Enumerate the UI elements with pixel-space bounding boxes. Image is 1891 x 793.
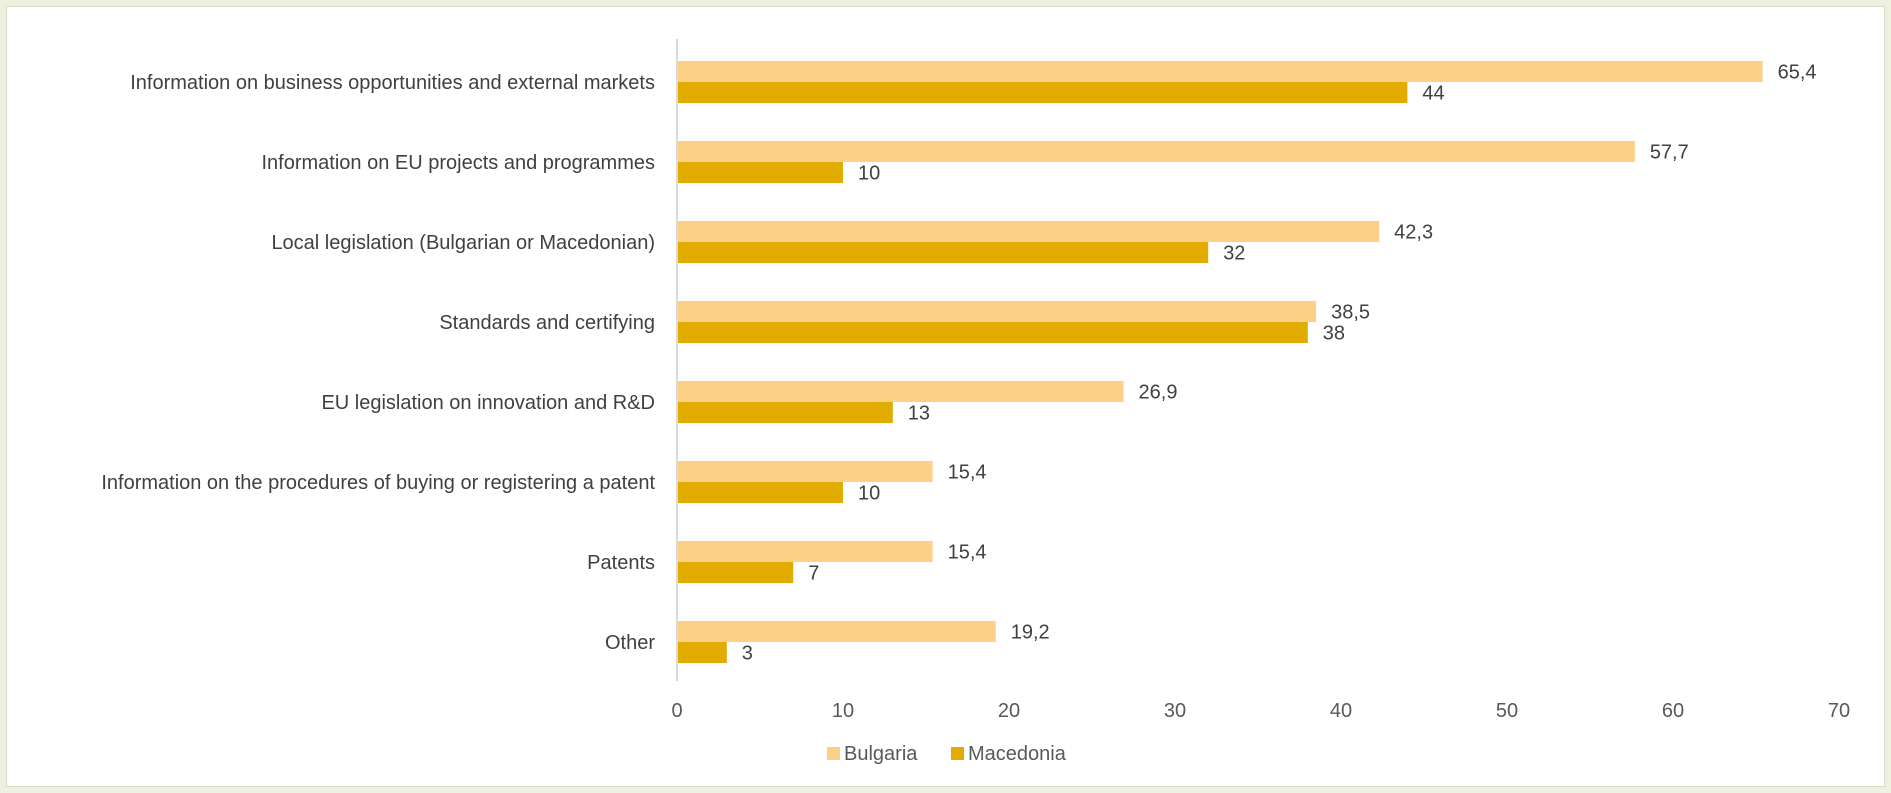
category-labels: Information on business opportunities an…: [101, 72, 655, 654]
bar-macedonia-0: [677, 82, 1408, 103]
x-tick-label-4: 40: [1330, 700, 1352, 722]
data-labels: 65,4 44 57,7 10 42,3 32 38,538 26,9 13 15,4 10 15,4…: [742, 62, 1817, 665]
legend-swatch-bulgaria: [827, 747, 840, 760]
bar-macedonia-2: [677, 242, 1209, 263]
bar-macedonia-1: [677, 162, 843, 183]
bar-macedonia-7: [677, 642, 727, 663]
data-label-macedonia-4: 13: [908, 403, 930, 425]
x-tick-label-6: 60: [1662, 700, 1684, 722]
x-tick-label-5: 50: [1496, 700, 1518, 722]
bar-macedonia-4: [677, 402, 893, 423]
legend-label-bulgaria: Bulgaria: [844, 743, 918, 765]
x-tick-label-2: 20: [998, 700, 1020, 722]
bar-bulgaria-0: [677, 61, 1763, 82]
legend-swatch-macedonia: [951, 747, 964, 760]
category-label-7: Other: [605, 632, 655, 654]
category-label-0: Information on business opportunities an…: [130, 72, 655, 94]
bar-bulgaria-1: [677, 141, 1635, 162]
x-tick-label-0: 0: [671, 700, 682, 722]
data-label-bulgaria-7: 19,2: [1011, 622, 1050, 644]
bars-layer: [677, 61, 1763, 663]
x-tick-label-7: 70: [1828, 700, 1850, 722]
bar-macedonia-3: [677, 322, 1308, 343]
data-label-macedonia-1: 10: [858, 163, 880, 185]
data-label-macedonia-5: 10: [858, 483, 880, 505]
bar-bulgaria-5: [677, 461, 933, 482]
data-label-macedonia-3: 38: [1323, 323, 1345, 345]
category-label-4: EU legislation on innovation and R&D: [321, 392, 655, 414]
bar-bulgaria-3: [677, 301, 1317, 322]
bar-bulgaria-7: [677, 621, 996, 642]
x-tick-label-3: 30: [1164, 700, 1186, 722]
data-label-bulgaria-2: 42,3: [1394, 222, 1433, 244]
data-label-macedonia-7: 3: [742, 643, 753, 665]
data-label-bulgaria-6: 15,4: [948, 542, 987, 564]
legend: Bulgaria Macedonia: [827, 743, 1067, 765]
bar-bulgaria-6: [677, 541, 933, 562]
legend-label-macedonia: Macedonia: [968, 743, 1067, 765]
bar-chart: Information on business opportunities an…: [101, 39, 1850, 765]
bar-macedonia-5: [677, 482, 843, 503]
bar-bulgaria-4: [677, 381, 1124, 402]
data-label-bulgaria-1: 57,7: [1650, 142, 1689, 164]
category-label-1: Information on EU projects and programme…: [261, 152, 655, 174]
data-label-bulgaria-4: 26,9: [1139, 382, 1178, 404]
data-label-bulgaria-0: 65,4: [1778, 62, 1817, 84]
chart-frame: Information on business opportunities an…: [6, 6, 1885, 787]
category-label-2: Local legislation (Bulgarian or Macedoni…: [271, 232, 655, 254]
x-axis-tick-labels: 0 10 20 30 40 50 60 70: [671, 700, 1850, 722]
data-label-macedonia-6: 7: [808, 563, 819, 585]
bar-bulgaria-2: [677, 221, 1380, 242]
data-label-macedonia-0: 44: [1422, 83, 1444, 105]
category-label-3: Standards and certifying: [439, 312, 655, 334]
bar-macedonia-6: [677, 562, 794, 583]
data-label-macedonia-2: 32: [1223, 243, 1245, 265]
x-tick-label-1: 10: [832, 700, 854, 722]
category-label-5: Information on the procedures of buying …: [101, 472, 655, 494]
data-label-bulgaria-3: 38,5: [1331, 302, 1370, 324]
data-label-bulgaria-5: 15,4: [948, 462, 987, 484]
category-label-6: Patents: [587, 552, 655, 574]
